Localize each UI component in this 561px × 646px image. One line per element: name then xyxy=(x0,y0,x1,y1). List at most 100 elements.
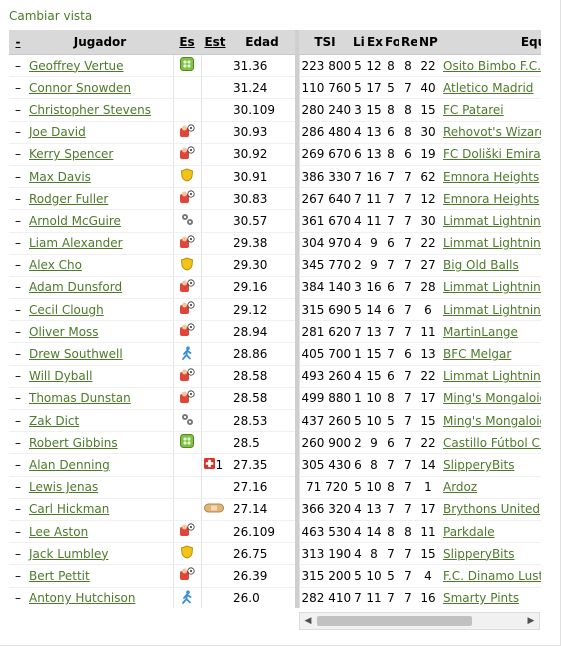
player-name-link[interactable]: Drew Southwell xyxy=(29,347,123,362)
scroll-right-arrow-icon[interactable]: ▶ xyxy=(527,616,535,626)
leadership-cell: 7 xyxy=(351,320,365,344)
specialty-column-header[interactable]: Es xyxy=(173,30,201,55)
team-cell: Emnora Heights xyxy=(439,187,541,211)
column-separator xyxy=(295,453,299,477)
team-link[interactable]: Emnora Heights xyxy=(443,191,540,206)
player-name-cell: Thomas Dunstan xyxy=(27,387,173,411)
header-ball-icon xyxy=(179,301,195,318)
team-cell: Limmat Lightning xyxy=(439,365,541,388)
player-name-link[interactable]: Liam Alexander xyxy=(29,236,123,251)
team-link[interactable]: Big Old Balls xyxy=(443,258,519,273)
experience-cell: 13 xyxy=(365,143,383,166)
team-link[interactable]: FC Doliški Emirati xyxy=(443,147,541,162)
player-name-link[interactable]: Alex Cho xyxy=(29,258,82,273)
team-link[interactable]: Brythons United xyxy=(443,502,541,517)
player-name-link[interactable]: Carl Hickman xyxy=(29,502,110,517)
team-link[interactable]: Limmat Lightning xyxy=(443,213,541,228)
table-row: – Kerry Spencer 30.92 269 670 6 13 8 6 19 FC Doli… xyxy=(9,143,541,166)
table-row: – Cecil Clough 29.12 315 690 5 14 6 7 6 Limmat Li… xyxy=(9,298,541,322)
player-name-link[interactable]: Rodger Fuller xyxy=(29,191,109,206)
player-name-link[interactable]: Lee Aston xyxy=(29,524,89,539)
player-name-link[interactable]: Geoffrey Vertue xyxy=(29,58,124,73)
player-name-link[interactable]: Connor Snowden xyxy=(29,80,132,95)
team-link[interactable]: Parkdale xyxy=(443,524,495,539)
team-link[interactable]: Limmat Lightning xyxy=(443,369,541,384)
player-name-link[interactable]: Thomas Dunstan xyxy=(29,391,131,406)
row-dash: – xyxy=(9,409,27,433)
player-name-link[interactable]: Arnold McGuire xyxy=(29,213,121,228)
team-link[interactable]: MartinLange xyxy=(443,324,518,339)
team-link[interactable]: Smarty Pints xyxy=(443,591,520,606)
team-link[interactable]: Ming's Mongaloids xyxy=(443,391,541,406)
scrollbar-thumb[interactable] xyxy=(317,616,472,626)
player-name-link[interactable]: Zak Dict xyxy=(29,413,80,428)
team-link[interactable]: Limmat Lightning xyxy=(443,280,541,295)
team-column-header[interactable]: Equipo xyxy=(439,30,541,55)
player-name-link[interactable]: Adam Dunsford xyxy=(29,280,123,295)
player-name-link[interactable]: Kerry Spencer xyxy=(29,147,114,162)
form-cell: 7 xyxy=(383,542,399,566)
player-name-link[interactable]: Cecil Clough xyxy=(29,302,104,317)
form-cell: 7 xyxy=(383,342,399,366)
scroll-left-arrow-icon[interactable]: ◀ xyxy=(304,616,312,626)
status-column-header[interactable]: Est xyxy=(201,30,229,55)
player-name-link[interactable]: Oliver Moss xyxy=(29,324,99,339)
player-name-link[interactable]: Antony Hutchison xyxy=(29,591,136,606)
team-link[interactable]: Limmat Lightning xyxy=(443,236,541,251)
form-cell: 8 xyxy=(383,143,399,166)
team-link[interactable]: Osito Bimbo F.C. xyxy=(443,58,541,73)
team-link[interactable]: SlipperyBits xyxy=(443,457,515,472)
player-name-link[interactable]: Jack Lumbley xyxy=(29,546,109,561)
team-link[interactable]: Ardoz xyxy=(443,480,478,495)
specialty-cell xyxy=(172,187,201,211)
team-link[interactable]: SlipperyBits xyxy=(443,546,515,561)
player-name-link[interactable]: Max Davis xyxy=(29,169,91,184)
experience-cell: 10 xyxy=(365,387,383,411)
player-name-link[interactable]: Robert Gibbins xyxy=(29,435,118,450)
header-ball-icon xyxy=(179,234,195,252)
tsi-cell: 499 880 xyxy=(298,387,351,411)
team-link[interactable]: Atletico Madrid xyxy=(443,80,534,95)
experience-cell: 10 xyxy=(365,409,383,433)
player-name-link[interactable]: Christopher Stevens xyxy=(29,102,151,117)
national-player-cell: 12 xyxy=(417,187,439,211)
experience-column-header[interactable]: Ex xyxy=(365,30,383,55)
change-view-link[interactable]: Cambiar vista xyxy=(9,9,93,23)
specialty-cell xyxy=(172,320,201,344)
team-link[interactable]: Emnora Heights xyxy=(443,169,540,184)
tsi-cell: 405 700 xyxy=(298,342,351,366)
team-link[interactable]: Limmat Lightning xyxy=(443,302,541,317)
national-player-cell: 16 xyxy=(417,587,439,608)
national-player-column-header[interactable]: NP xyxy=(417,30,439,55)
tsi-column-header[interactable]: TSI xyxy=(299,30,351,55)
specialty-cell xyxy=(172,476,201,499)
team-link[interactable]: BFC Melgar xyxy=(443,347,512,362)
player-name-link[interactable]: Joe David xyxy=(29,125,86,140)
age-column-header[interactable]: Edad xyxy=(229,30,295,55)
tsi-cell: 267 640 xyxy=(298,187,351,211)
player-name-link[interactable]: Will Dyball xyxy=(29,369,93,384)
team-link[interactable]: FC Patarei xyxy=(443,102,504,117)
header-ball-icon xyxy=(179,523,195,540)
team-link[interactable]: Ming's Mongaloids xyxy=(443,413,541,428)
form-cell: 8 xyxy=(383,520,399,544)
age-cell: 30.109 xyxy=(229,98,295,122)
player-column-header[interactable]: Jugador xyxy=(27,30,173,55)
row-dash: – xyxy=(9,520,27,544)
team-link[interactable]: Castillo Fútbol Club xyxy=(443,435,541,450)
form-column-header[interactable]: Fo xyxy=(383,30,399,55)
team-link[interactable]: Rehovot's Wizards xyxy=(443,125,541,140)
player-name-link[interactable]: Lewis Jenas xyxy=(29,480,99,495)
team-link[interactable]: F.C. Dinamo Lustig xyxy=(443,568,541,583)
horizontal-scrollbar[interactable]: ◀ ▶ xyxy=(299,612,540,630)
status-cell xyxy=(200,342,229,366)
stamina-cell: 8 xyxy=(399,520,417,544)
leadership-column-header[interactable]: Li xyxy=(351,30,365,55)
form-cell: 7 xyxy=(383,209,399,233)
player-name-link[interactable]: Alan Denning xyxy=(29,457,110,472)
sort-column-header[interactable]: - xyxy=(9,30,27,55)
row-dash: – xyxy=(9,187,27,211)
stamina-column-header[interactable]: Re xyxy=(399,30,417,55)
player-name-link[interactable]: Bert Pettit xyxy=(29,568,90,583)
age-cell: 29.16 xyxy=(229,276,295,300)
